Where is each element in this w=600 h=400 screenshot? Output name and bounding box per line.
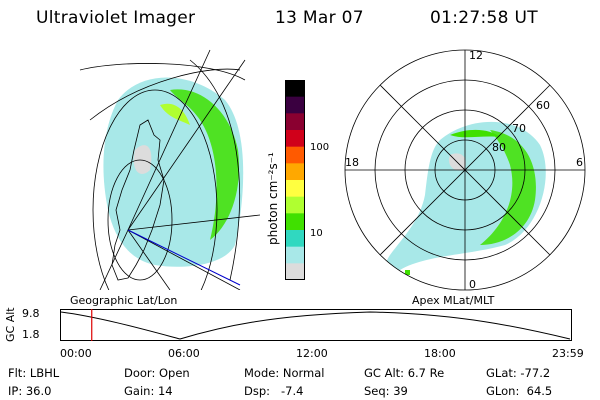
colorbar-frame <box>285 80 305 280</box>
colorbar-tick-100: 100 <box>310 142 330 153</box>
lat-line <box>79 63 246 81</box>
lat-line <box>89 68 241 121</box>
mlt-label-bottom: 0 <box>469 278 476 291</box>
polar-aurora-patch <box>450 129 500 138</box>
polar-caption: Apex MLat/MLT <box>412 294 495 307</box>
info-ip: IP: 36.0 <box>8 384 52 398</box>
colorbar <box>285 80 305 281</box>
timeline-axis-title-wrap: GC Alt <box>4 307 18 348</box>
mlat-label-60: 60 <box>536 99 550 112</box>
mlat-label-70: 70 <box>512 122 526 135</box>
info-gain: Gain: 14 <box>124 384 173 398</box>
geographic-map-panel <box>79 49 260 290</box>
aurora-intense-region <box>170 89 240 241</box>
colorbar-swatch <box>285 113 305 131</box>
colorbar-swatch <box>285 263 305 281</box>
aurora-gray-patch <box>133 145 152 174</box>
polar-aurora-intense <box>480 130 536 245</box>
timeline-ytick-bottom: 1.8 <box>22 328 40 341</box>
mlt-label-right: 6 <box>576 156 583 169</box>
time-label: 01:27:58 UT <box>430 8 538 28</box>
colorbar-swatch <box>285 180 305 198</box>
lat-circle <box>107 159 173 281</box>
info-glat: GLat: -77.2 <box>486 366 551 380</box>
meridian <box>127 59 246 231</box>
lon-arc <box>189 59 241 281</box>
colorbar-swatch <box>285 130 305 148</box>
aurora-patch <box>160 103 190 125</box>
orbit-timeline[interactable] <box>60 309 572 341</box>
timeline-tick-2359: 23:59 <box>552 347 584 360</box>
date-label: 13 Mar 07 <box>275 8 364 28</box>
colorbar-swatch <box>285 146 305 164</box>
altitude-curve <box>60 311 571 340</box>
info-gcalt: GC Alt: 6.7 Re <box>364 366 445 380</box>
info-seq: Seq: 39 <box>364 384 408 398</box>
mlat-label-80: 80 <box>492 141 506 154</box>
meridian <box>99 229 129 290</box>
colorbar-swatch <box>285 196 305 214</box>
coastline <box>111 119 165 281</box>
info-mode: Mode: Normal <box>244 366 325 380</box>
mlt-label-left: 18 <box>345 156 359 169</box>
meridian <box>127 49 211 231</box>
timeline-tick-0600: 06:00 <box>168 347 200 360</box>
colorbar-swatch <box>285 96 305 114</box>
info-flt: Flt: LBHL <box>8 366 60 380</box>
polar-plot: 12 18 6 0 60 70 80 <box>344 49 586 291</box>
colorbar-swatch <box>285 230 305 248</box>
app-title: Ultraviolet Imager <box>36 8 196 28</box>
geographic-caption: Geographic Lat/Lon <box>70 294 178 307</box>
terminator-line <box>127 229 241 286</box>
timeline-axis-title: GC Alt <box>4 307 17 342</box>
timeline-tick-0000: 00:00 <box>60 347 92 360</box>
info-door: Door: Open <box>124 366 190 380</box>
timeline-tick-1800: 18:00 <box>424 347 456 360</box>
timeline-tick-1200: 12:00 <box>296 347 328 360</box>
timeline-frame <box>60 309 572 341</box>
colorbar-tick-10: 10 <box>310 228 323 239</box>
colorbar-swatch <box>285 246 305 264</box>
lat-circle <box>92 89 218 290</box>
timeline-ytick-top: 9.8 <box>22 307 40 320</box>
colorbar-label: photon cm⁻²s⁻¹ <box>266 152 280 245</box>
meridian <box>127 229 171 290</box>
colorbar-swatch <box>285 80 305 98</box>
colorbar-swatch <box>285 213 305 231</box>
info-glon: GLon: 64.5 <box>486 384 553 398</box>
mlt-line <box>379 84 551 256</box>
info-dsp: Dsp: -7.4 <box>244 384 304 398</box>
colorbar-swatch <box>285 163 305 181</box>
polar-aurora-dot <box>405 270 410 275</box>
mlt-label-top: 12 <box>469 49 483 62</box>
meridian <box>127 214 260 231</box>
